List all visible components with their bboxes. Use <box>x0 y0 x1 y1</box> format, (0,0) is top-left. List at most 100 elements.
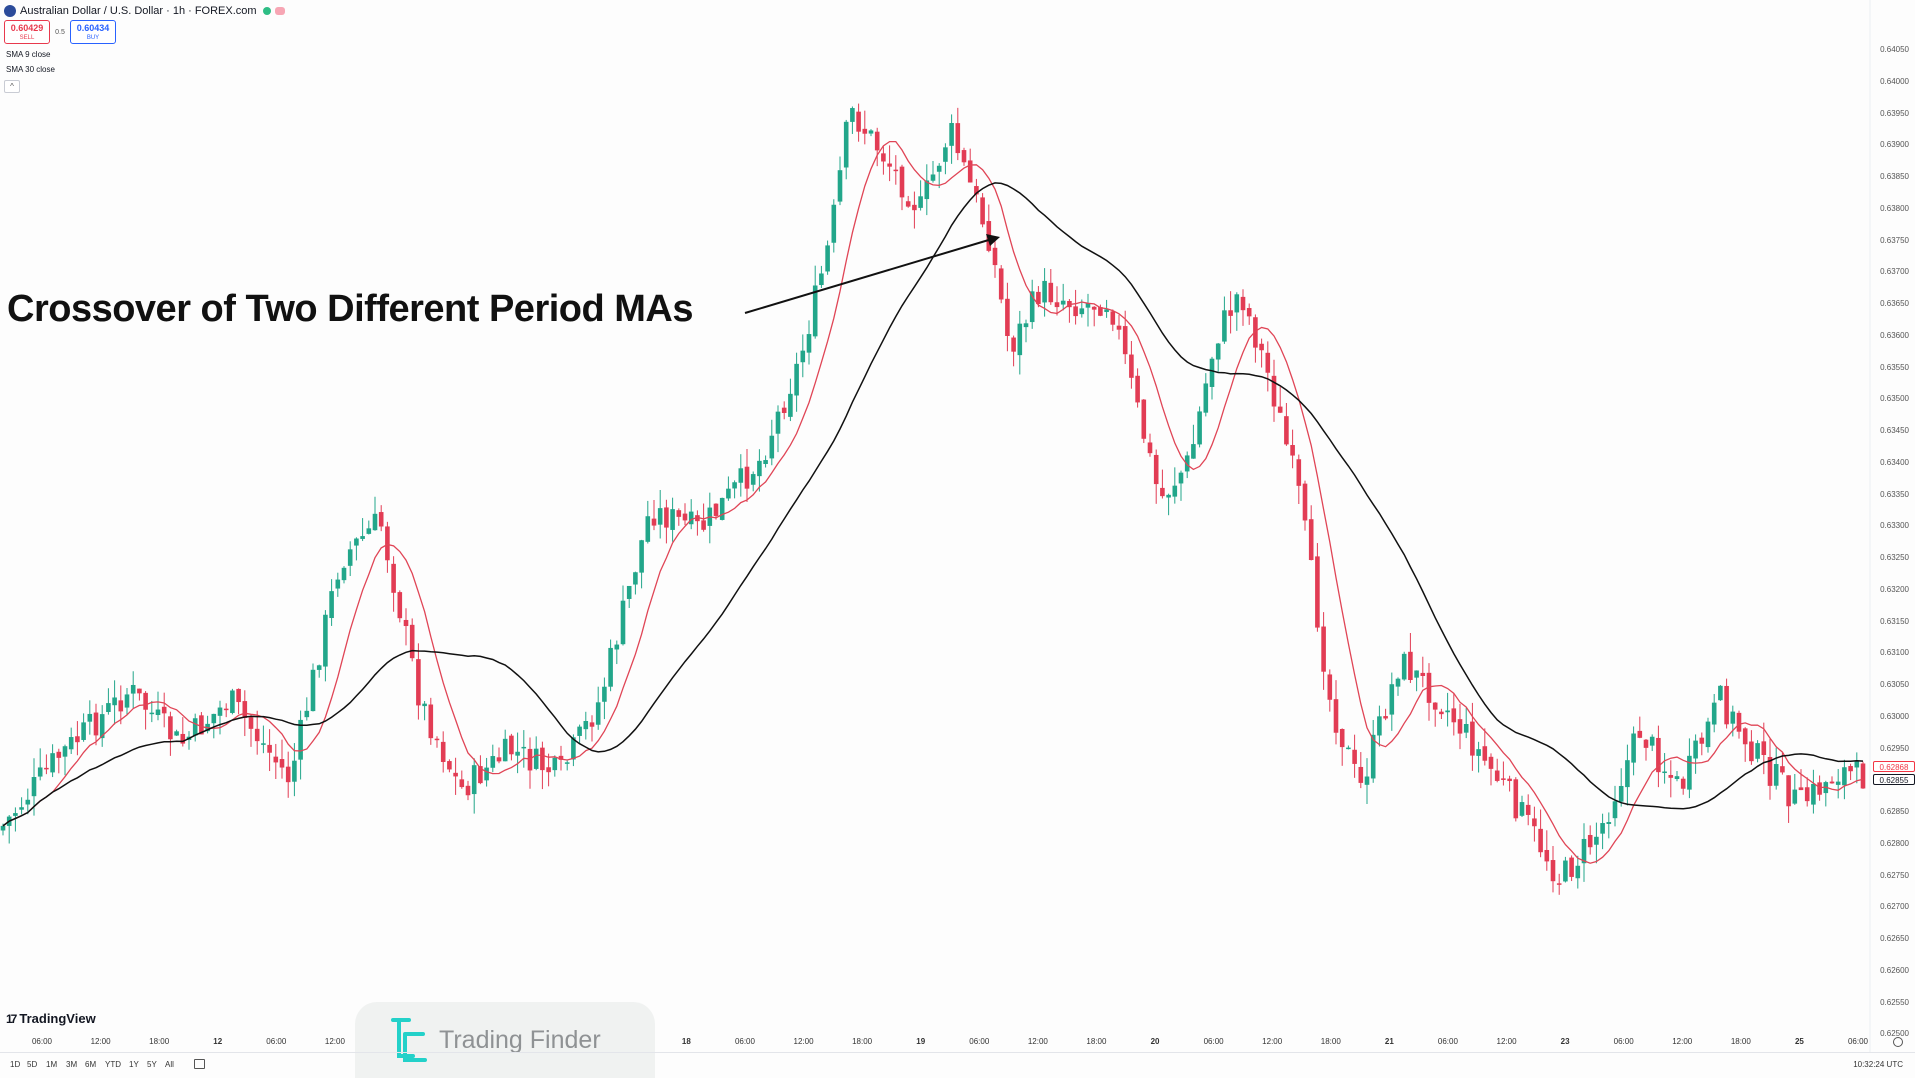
candle-body <box>1085 303 1091 308</box>
candle-body <box>1761 741 1767 756</box>
candle-body <box>180 733 186 744</box>
candle-body <box>502 738 508 762</box>
candle-body <box>1414 670 1419 678</box>
range-button-1d[interactable]: 1D <box>10 1060 21 1069</box>
symbol-title[interactable]: Australian Dollar / U.S. Dollar · 1h · F… <box>20 5 257 17</box>
candle-body <box>905 201 911 207</box>
time-axis-label: 12:00 <box>1027 1037 1048 1046</box>
candle-body <box>639 540 644 573</box>
candle-body <box>31 777 37 797</box>
buy-button[interactable]: 0.60434 BUY <box>70 20 116 44</box>
candle-body <box>540 747 545 771</box>
candle-body <box>1618 785 1624 802</box>
candle-body <box>1439 711 1444 715</box>
tradingview-logo[interactable]: 17 TradingView <box>6 1011 96 1026</box>
candle-body <box>1835 781 1841 785</box>
candle-body <box>974 186 979 195</box>
candle-body <box>416 659 421 706</box>
candle-body <box>1265 352 1271 373</box>
candle-body <box>192 718 198 736</box>
candle-body <box>1284 416 1289 445</box>
candle-body <box>447 761 452 770</box>
candle-body <box>496 757 502 762</box>
candle-body <box>788 393 793 417</box>
candle-body <box>1302 483 1308 521</box>
collapse-legend-button[interactable]: ^ <box>4 80 20 93</box>
bottom-toolbar: 1D 5D 1M 3M 6M YTD 1Y 5Y All 10:32:24 UTC <box>0 1052 1915 1078</box>
candle-body <box>360 536 365 539</box>
time-axis-label: 12:00 <box>793 1037 814 1046</box>
time-axis-label: 06:00 <box>266 1037 287 1046</box>
candle-body <box>75 736 80 743</box>
candle-body <box>955 123 961 154</box>
candle-body <box>943 147 948 162</box>
candle-body <box>781 407 787 413</box>
range-button-1m[interactable]: 1M <box>46 1060 58 1069</box>
candle-body <box>1246 308 1252 317</box>
candle-body <box>862 128 868 134</box>
candle-body <box>397 592 403 619</box>
sell-button[interactable]: 0.60429 SELL <box>4 20 50 44</box>
price-axis-label: 0.63750 <box>1880 235 1909 245</box>
candle-body <box>633 572 638 585</box>
candle-body <box>1104 309 1109 313</box>
range-button-5y[interactable]: 5Y <box>147 1060 157 1069</box>
candle-body <box>1501 778 1506 780</box>
candle-body <box>1680 778 1686 789</box>
candle-body <box>230 690 235 713</box>
candle-body <box>1699 737 1705 744</box>
candle-body <box>1829 781 1835 784</box>
price-axis-label: 0.62700 <box>1880 902 1909 912</box>
candle-body <box>403 619 409 627</box>
range-button-1y[interactable]: 1Y <box>129 1060 139 1069</box>
candle-body <box>37 767 43 777</box>
candle-body <box>1029 291 1035 323</box>
indicator-sma-30[interactable]: SMA 30 close <box>6 65 55 74</box>
price-axis-label: 0.63100 <box>1880 648 1909 658</box>
candle-body <box>378 512 384 527</box>
candle-body <box>893 169 899 172</box>
candle-body <box>62 746 68 757</box>
time-axis-label: 18 <box>681 1037 691 1046</box>
candle-body <box>1271 375 1277 407</box>
candle-body <box>961 150 967 163</box>
candle-body <box>967 160 973 183</box>
candle-body <box>614 644 620 650</box>
candle-body <box>602 686 607 702</box>
candle-body <box>1798 787 1804 791</box>
candle-body <box>1129 354 1134 378</box>
range-button-6m[interactable]: 6M <box>85 1060 97 1069</box>
candle-body <box>1773 764 1779 786</box>
candle-body <box>1755 743 1760 759</box>
candle-body <box>1612 801 1618 819</box>
calendar-icon[interactable] <box>194 1059 205 1069</box>
price-axis-label: 0.63600 <box>1880 330 1909 340</box>
candle-body <box>1122 326 1128 355</box>
time-axis-label: 19 <box>916 1037 926 1046</box>
chart-settings-gear-icon[interactable] <box>1893 1037 1903 1047</box>
time-axis-label: 12:00 <box>324 1037 345 1046</box>
candle-body <box>1240 296 1246 311</box>
candle-body <box>1147 442 1153 454</box>
watermark-text: Trading Finder <box>439 1025 601 1054</box>
candle-body <box>899 166 905 198</box>
indicator-sma-9[interactable]: SMA 9 close <box>6 50 51 59</box>
candle-body <box>1005 298 1010 336</box>
sma-9-line <box>2 140 1864 864</box>
range-button-ytd[interactable]: YTD <box>105 1060 121 1069</box>
candle-body <box>1569 857 1574 877</box>
utc-clock[interactable]: 10:32:24 UTC <box>1853 1060 1903 1069</box>
price-axis-label: 0.63900 <box>1880 140 1909 150</box>
price-axis-label: 0.64000 <box>1880 76 1909 86</box>
candle-body <box>1767 756 1773 786</box>
candle-body <box>1662 771 1667 774</box>
candle-body <box>1191 444 1196 459</box>
range-button-5d[interactable]: 5D <box>27 1060 38 1069</box>
range-button-all[interactable]: All <box>165 1060 174 1069</box>
time-axis-label: 12 <box>213 1037 223 1046</box>
candle-body <box>465 785 471 796</box>
candle-body <box>1544 849 1550 862</box>
data-status-icon <box>274 7 285 15</box>
range-button-3m[interactable]: 3M <box>66 1060 78 1069</box>
